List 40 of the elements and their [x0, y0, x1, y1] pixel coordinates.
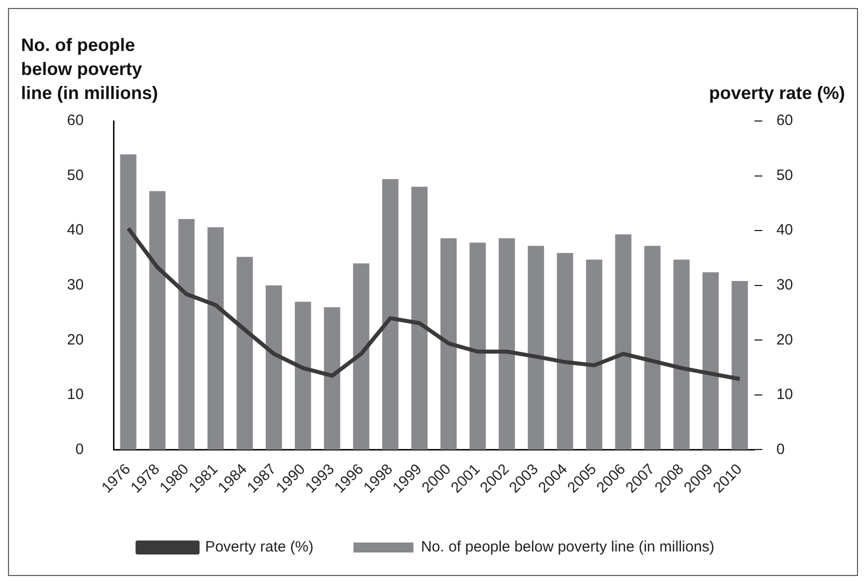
bar: [236, 256, 253, 450]
y2-axis-title: poverty rate (%): [708, 82, 845, 103]
bar: [470, 242, 486, 450]
bar: [702, 272, 719, 450]
y-tick-label: 10: [66, 386, 84, 404]
bar: [732, 280, 748, 450]
y2-tick-label: 40: [776, 222, 794, 239]
bar: [498, 238, 515, 450]
y2-tick-label: 60: [776, 112, 794, 130]
y-tick-label: 40: [66, 222, 84, 239]
bar: [149, 191, 166, 450]
bar: [615, 234, 632, 450]
y2-tick-label: 50: [776, 166, 794, 184]
y2-tick-label: 10: [776, 386, 794, 404]
y2-tick-label: 30: [776, 276, 794, 294]
y-tick-label: 20: [66, 331, 84, 348]
bar: [382, 179, 398, 450]
bar: [556, 253, 574, 450]
bar: [528, 246, 544, 450]
legend-label: No. of people below poverty line (in millions): [420, 538, 714, 556]
bar: [411, 186, 428, 450]
y2-tick-label: 0: [776, 440, 785, 458]
y-tick-label: 50: [66, 166, 84, 184]
bar: [353, 263, 370, 450]
bar: [120, 154, 136, 450]
bar: [440, 238, 457, 450]
y-axis-title: No. of people below poverty line (in millions): [21, 34, 158, 103]
y-tick-label: 30: [66, 276, 84, 294]
bar: [266, 285, 282, 450]
bar: [294, 302, 312, 450]
bar: [207, 227, 224, 450]
y2-tick-label: 20: [776, 331, 794, 348]
y-tick-label: 0: [75, 440, 84, 458]
bar: [644, 246, 661, 450]
bar: [586, 260, 602, 450]
bar: [673, 260, 690, 450]
bar: [324, 307, 340, 450]
bar: [178, 219, 195, 450]
y-tick-label: 60: [66, 112, 84, 130]
legend-label: Poverty rate (%): [205, 538, 314, 556]
